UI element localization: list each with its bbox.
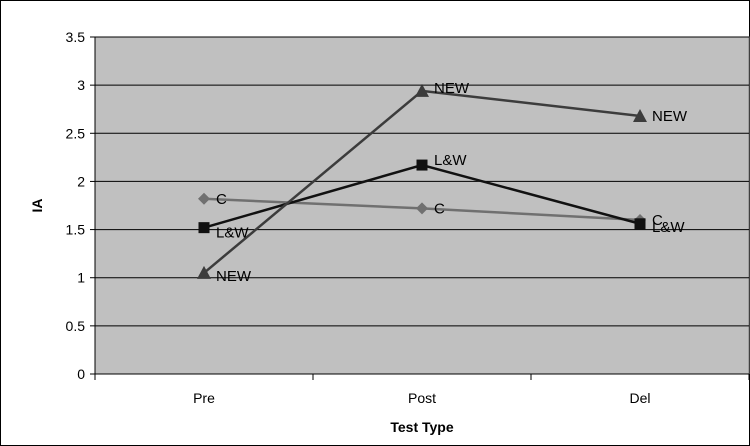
x-axis-title: Test Type [390,419,453,435]
data-label-c: C [652,212,663,229]
y-tick-label: 0 [77,366,85,382]
x-tick-label: Pre [193,390,215,406]
data-label-lw: L&W [216,225,249,242]
y-tick-label: 3 [77,77,85,93]
series [197,83,647,279]
y-tick-label: 0.5 [66,318,86,334]
data-point-lw [634,218,646,230]
data-label-lw: L&W [652,219,685,236]
data-point-new [415,83,429,97]
data-point-new [633,108,647,122]
data-label-c: C [434,200,445,217]
data-label-lw: L&W [434,152,467,169]
y-axis-title: IA [29,199,45,213]
y-tick-label: 2.5 [66,125,86,141]
x-tick-label: Post [408,390,436,406]
data-label-new: NEW [216,268,252,285]
x-tick-label: Del [629,390,650,406]
data-point-lw [416,159,428,171]
axes: 0 0.5 1 1.5 2 2.5 3 3.5 Pre Post Del [66,29,750,406]
y-tick-label: 1 [77,270,85,286]
data-label-c: C [216,191,227,208]
y-tick-label: 2 [77,173,85,189]
data-point-lw [198,222,210,234]
data-point-c [198,192,210,205]
data-point-c [416,202,428,215]
data-point-new [197,265,211,279]
y-tick-label: 3.5 [66,29,86,45]
y-tick-label: 1.5 [66,222,86,238]
data-label-new: NEW [652,108,688,125]
data-label-new: NEW [434,80,470,97]
